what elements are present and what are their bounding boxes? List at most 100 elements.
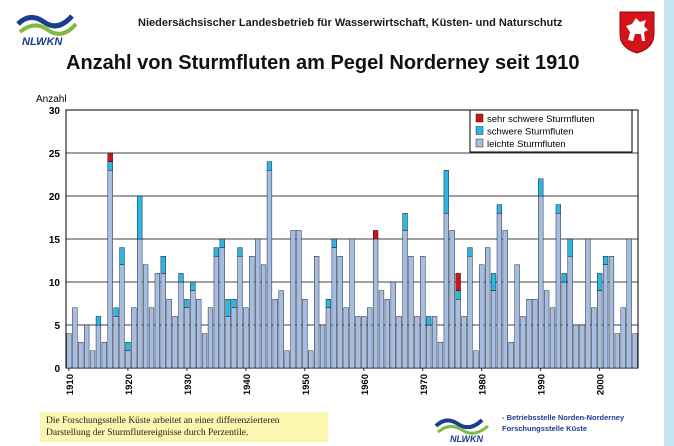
bar-segment xyxy=(331,238,337,248)
bar-segment xyxy=(255,238,261,369)
bar-segment xyxy=(343,307,349,369)
bar-segment xyxy=(325,299,332,309)
bar-segment xyxy=(426,316,432,326)
y-tick-label: 0 xyxy=(54,364,60,375)
bar-segment xyxy=(137,238,143,369)
bar-segment xyxy=(602,264,609,369)
bar-segment xyxy=(508,342,514,369)
bar-segment xyxy=(502,230,508,369)
nlwkn-logo-icon xyxy=(16,14,78,36)
bar-segment xyxy=(449,230,455,369)
bar-segment xyxy=(66,333,72,369)
bar-segment xyxy=(107,161,113,171)
bar-segment xyxy=(597,290,603,369)
chart-title: Anzahl von Sturmfluten am Pegel Norderne… xyxy=(66,52,580,74)
bar-segment xyxy=(602,256,609,266)
bar-segment xyxy=(178,281,184,369)
bar-segment xyxy=(231,299,237,309)
bar-segment xyxy=(455,273,461,291)
bar-segment xyxy=(490,273,497,291)
x-tick-label: 2000 xyxy=(596,374,607,395)
x-tick-label: 1920 xyxy=(124,374,135,395)
bar-segment xyxy=(207,307,214,369)
bar-segment xyxy=(467,247,473,257)
bar-segment xyxy=(119,247,125,266)
bar-segment xyxy=(72,307,78,369)
bar-segment xyxy=(485,247,491,369)
bar-segment xyxy=(573,324,579,369)
bar-segment xyxy=(414,316,420,369)
bar-segment xyxy=(355,316,361,369)
legend-label: leichte Sturmfluten xyxy=(487,139,566,150)
bar-segment xyxy=(396,316,402,369)
bar-segment xyxy=(160,273,166,369)
bar-segment xyxy=(278,290,284,369)
bar-segment xyxy=(402,212,408,231)
bar-segment xyxy=(78,342,84,369)
bar-segment xyxy=(196,299,202,369)
bar-segment xyxy=(496,212,503,369)
bar-segment xyxy=(266,169,273,369)
y-tick-label: 10 xyxy=(49,278,61,289)
bar-segment xyxy=(296,230,302,369)
bar-segment xyxy=(384,299,390,369)
bar-segment xyxy=(514,264,520,369)
bar-segment xyxy=(378,290,385,369)
org-name: Niedersächsischer Landesbetrieb für Wass… xyxy=(138,17,563,29)
x-tick-label: 1980 xyxy=(478,374,489,395)
bar-segment xyxy=(520,316,526,369)
legend-box xyxy=(469,109,633,153)
y-axis-label: Anzahl xyxy=(36,94,67,105)
y-tick-label: 20 xyxy=(49,192,61,203)
bar-segment xyxy=(184,307,190,369)
x-tick-label: 1950 xyxy=(301,374,312,395)
bar-segment xyxy=(154,273,161,369)
bar-segment xyxy=(455,299,461,369)
bar-segment xyxy=(549,307,556,369)
bar-segment xyxy=(225,316,231,369)
bar-segment xyxy=(614,333,620,369)
bar-segment xyxy=(431,316,438,369)
bar-segment xyxy=(620,307,626,369)
x-tick-label: 1970 xyxy=(419,374,430,395)
bar-segment xyxy=(249,256,255,369)
footer-note: Die Forschungsstelle Küste arbeitet an e… xyxy=(40,412,328,442)
bar-segment xyxy=(402,230,408,369)
bar-segment xyxy=(213,247,219,257)
footer-unit-line2: Forschungsstelle Küste xyxy=(502,424,588,433)
bar-segment xyxy=(213,256,219,369)
bar-segment xyxy=(190,281,196,291)
legend-label: sehr schwere Sturmfluten xyxy=(487,114,595,125)
bar-segment xyxy=(201,333,208,369)
bar-segment xyxy=(137,195,143,240)
legend-swatch xyxy=(475,113,484,123)
bar-segment xyxy=(579,324,585,369)
bar-segment xyxy=(260,264,267,369)
bar-segment xyxy=(243,307,249,369)
footer-unit-line1: - Betriebsstelle Norden-Norderney xyxy=(502,413,625,422)
y-tick-label: 30 xyxy=(49,106,61,117)
x-tick-label: 1960 xyxy=(360,374,371,395)
bar-segment xyxy=(538,178,544,197)
bar-segment xyxy=(113,307,119,317)
bar-segment xyxy=(314,256,320,369)
bar-segment xyxy=(219,247,225,369)
bar-segment xyxy=(95,324,102,369)
bar-segment xyxy=(331,247,337,369)
bar-segment xyxy=(561,273,567,283)
bar-segment xyxy=(426,324,432,369)
bar-segment xyxy=(89,350,96,369)
bar-segment xyxy=(237,256,243,369)
legend-label: schwere Sturmfluten xyxy=(487,127,574,138)
bar-segment xyxy=(408,256,414,369)
bar-segment xyxy=(496,204,503,214)
bar-segment xyxy=(467,256,473,369)
bar-segment xyxy=(131,307,137,369)
bar-segment xyxy=(119,264,125,369)
bar-segment xyxy=(443,169,449,214)
bar-segment xyxy=(420,256,426,369)
bar-segment xyxy=(231,307,237,369)
y-tick-label: 25 xyxy=(49,149,61,160)
bar-segment xyxy=(372,238,379,369)
